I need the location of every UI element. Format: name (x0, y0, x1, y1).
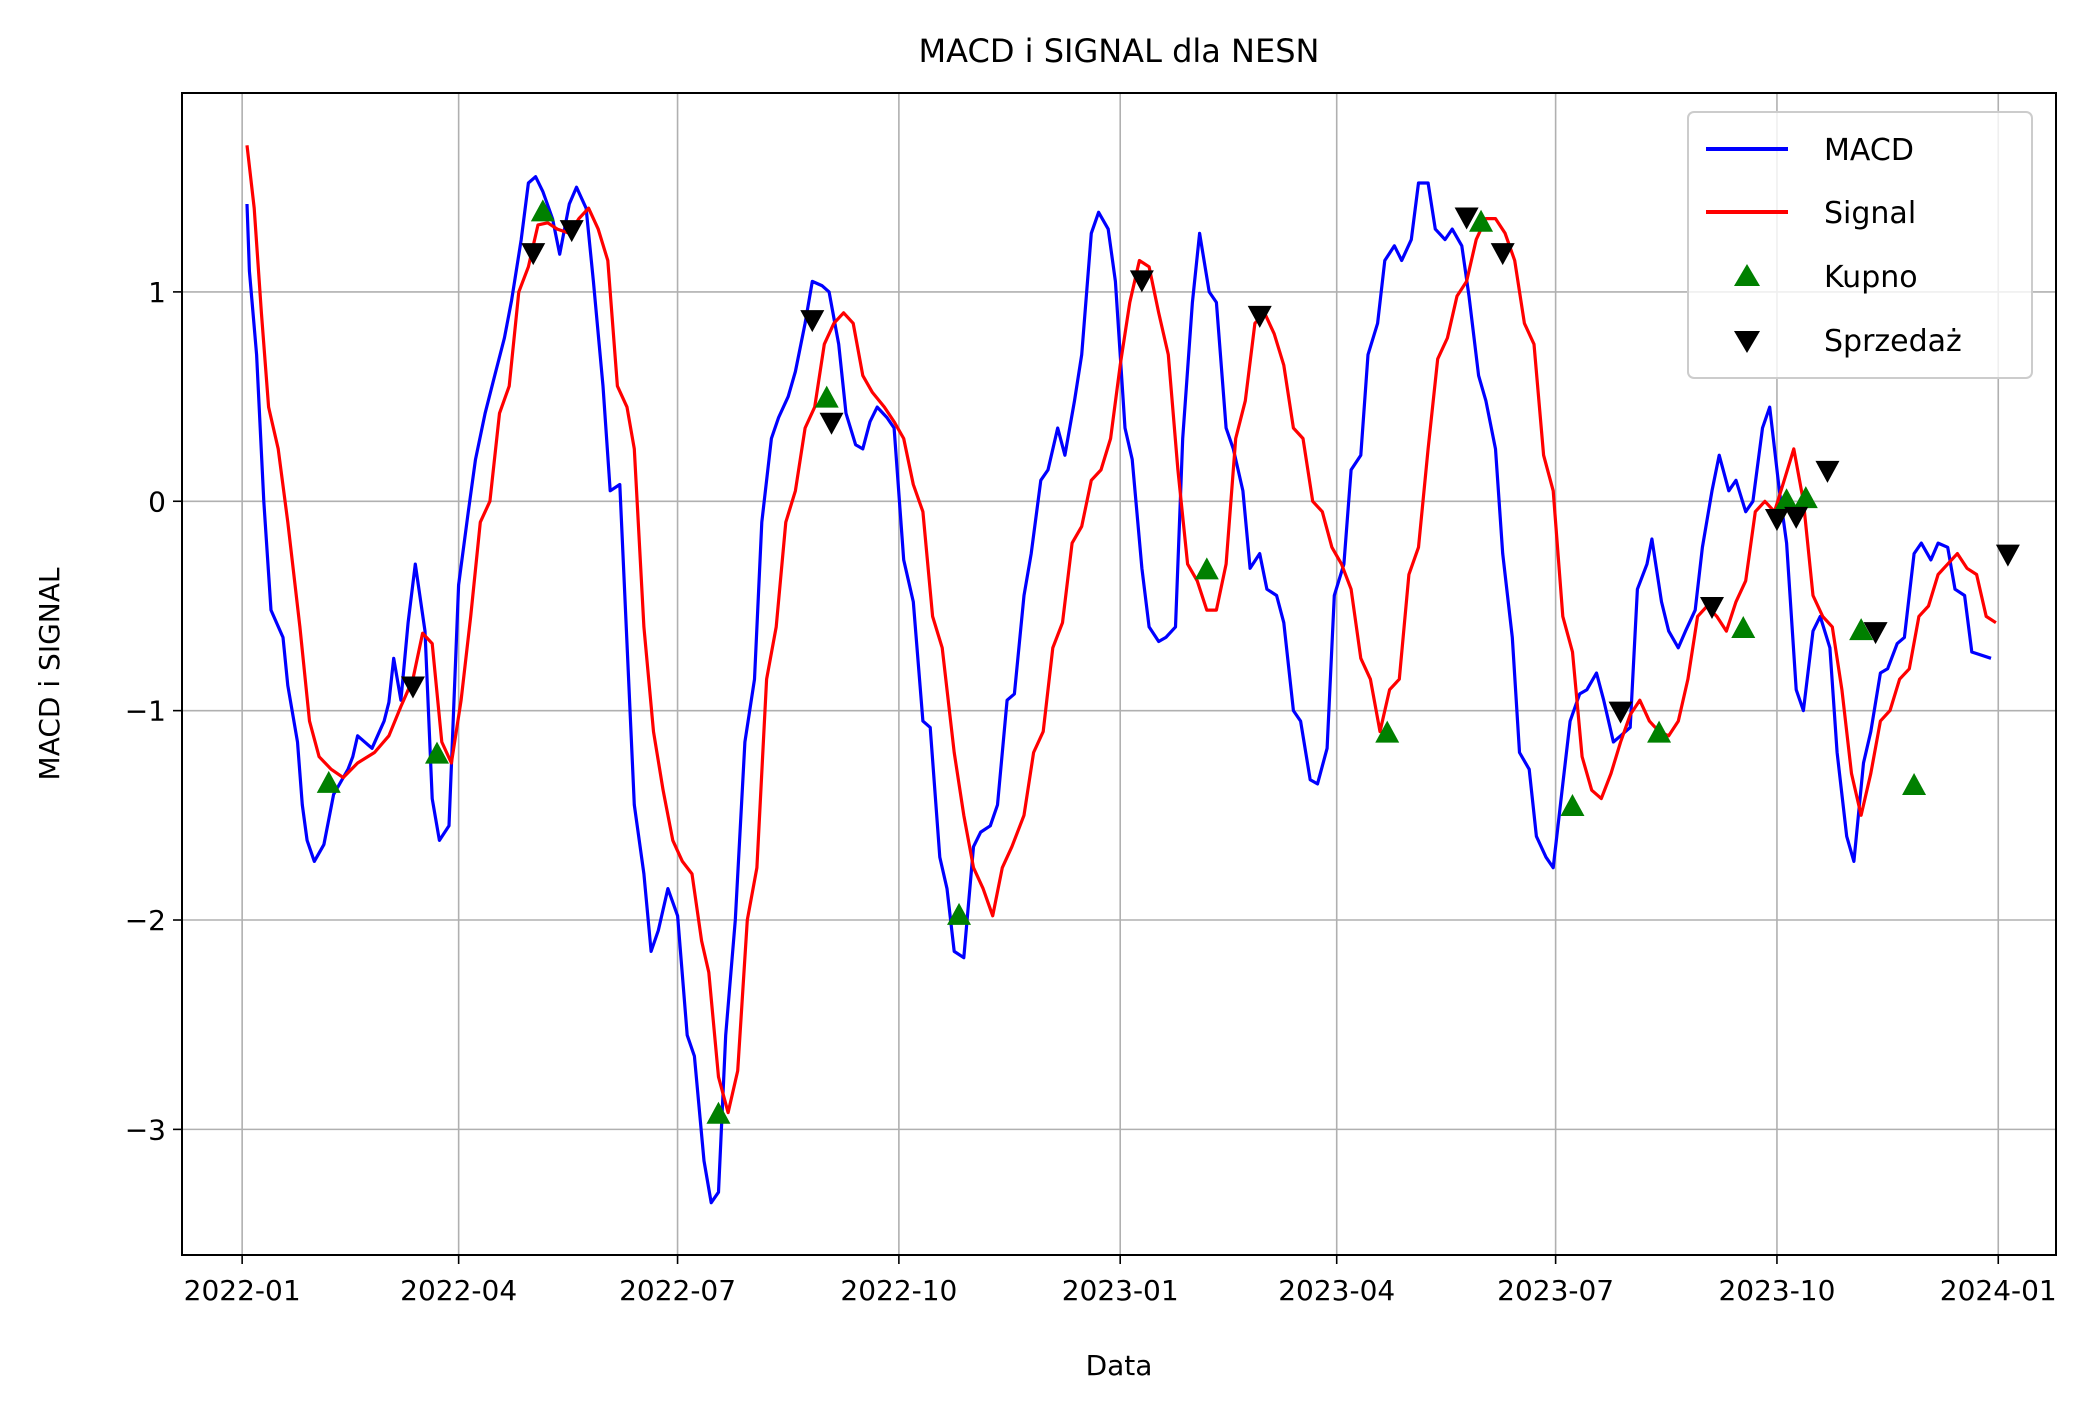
legend-kupno-marker (1734, 264, 1760, 286)
x-tick-label: 2022-07 (619, 1274, 736, 1307)
sell-marker (1490, 243, 1515, 266)
sell-marker (1129, 270, 1154, 293)
buy-marker (1849, 618, 1874, 641)
buy-marker (1647, 720, 1672, 743)
buy-marker (1469, 209, 1494, 232)
buy-marker (814, 385, 839, 408)
x-tick-label: 2024-01 (1940, 1274, 2057, 1307)
y-tick-label: −2 (125, 904, 166, 937)
x-axis: 2022-01 2022-04 2022-07 2022-10 2023-01 2023-… (184, 1255, 2057, 1307)
signal-markers (316, 199, 2020, 1124)
sell-marker (1247, 305, 1272, 328)
buy-marker (530, 199, 555, 222)
sell-marker (1784, 506, 1809, 529)
buy-marker (706, 1101, 731, 1124)
buy-marker (424, 741, 449, 764)
sell-marker (819, 412, 844, 435)
chart-title: MACD i SIGNAL dla NESN (919, 32, 1320, 70)
macd-line (245, 175, 1992, 1205)
x-tick-label: 2023-10 (1718, 1274, 1835, 1307)
buy-marker (1560, 793, 1585, 816)
legend: MACD Signal Kupno Sprzedaż (1687, 111, 2033, 379)
x-tick-label: 2023-07 (1497, 1274, 1614, 1307)
buy-marker (947, 902, 972, 925)
y-tick-label: 1 (148, 276, 166, 309)
y-tick-label: −3 (125, 1113, 166, 1146)
x-tick-label: 2022-10 (840, 1274, 957, 1307)
legend-box (1687, 111, 2033, 379)
sell-marker (1815, 460, 1840, 483)
y-axis-label: MACD i SIGNAL (33, 567, 66, 780)
buy-marker (1793, 486, 1818, 509)
sell-marker (1454, 207, 1479, 230)
buy-marker (1731, 615, 1756, 638)
sell-marker (1699, 596, 1724, 619)
legend-sprzedaz-label: Sprzedaż (1824, 324, 1962, 359)
sell-marker (1764, 509, 1789, 532)
buy-marker (1902, 773, 1927, 796)
sell-marker (800, 310, 825, 333)
buy-marker (316, 770, 341, 793)
legend-macd-label: MACD (1824, 133, 1914, 168)
x-axis-label: Data (1086, 1349, 1153, 1382)
legend-signal-label: Signal (1824, 196, 1916, 231)
y-tick-label: −1 (125, 695, 166, 728)
x-tick-label: 2023-01 (1062, 1274, 1179, 1307)
legend-kupno-label: Kupno (1824, 260, 1918, 295)
plot-frame (181, 92, 2057, 1256)
sell-marker (1608, 701, 1633, 724)
y-axis: 1 0 −1 −2 −3 (125, 276, 182, 1146)
sell-marker (400, 676, 425, 699)
x-tick-label: 2022-04 (400, 1274, 517, 1307)
sell-marker (559, 220, 584, 243)
sell-marker (521, 243, 546, 266)
sell-marker (1863, 622, 1888, 645)
x-tick-label: 2023-04 (1278, 1274, 1395, 1307)
buy-marker (1774, 488, 1799, 511)
y-tick-label: 0 (148, 485, 166, 518)
legend-sprzedaz-marker (1734, 331, 1760, 353)
x-tick-label: 2022-01 (184, 1274, 301, 1307)
sell-marker (1995, 544, 2020, 567)
buy-marker (1375, 720, 1400, 743)
buy-marker (1194, 557, 1219, 580)
